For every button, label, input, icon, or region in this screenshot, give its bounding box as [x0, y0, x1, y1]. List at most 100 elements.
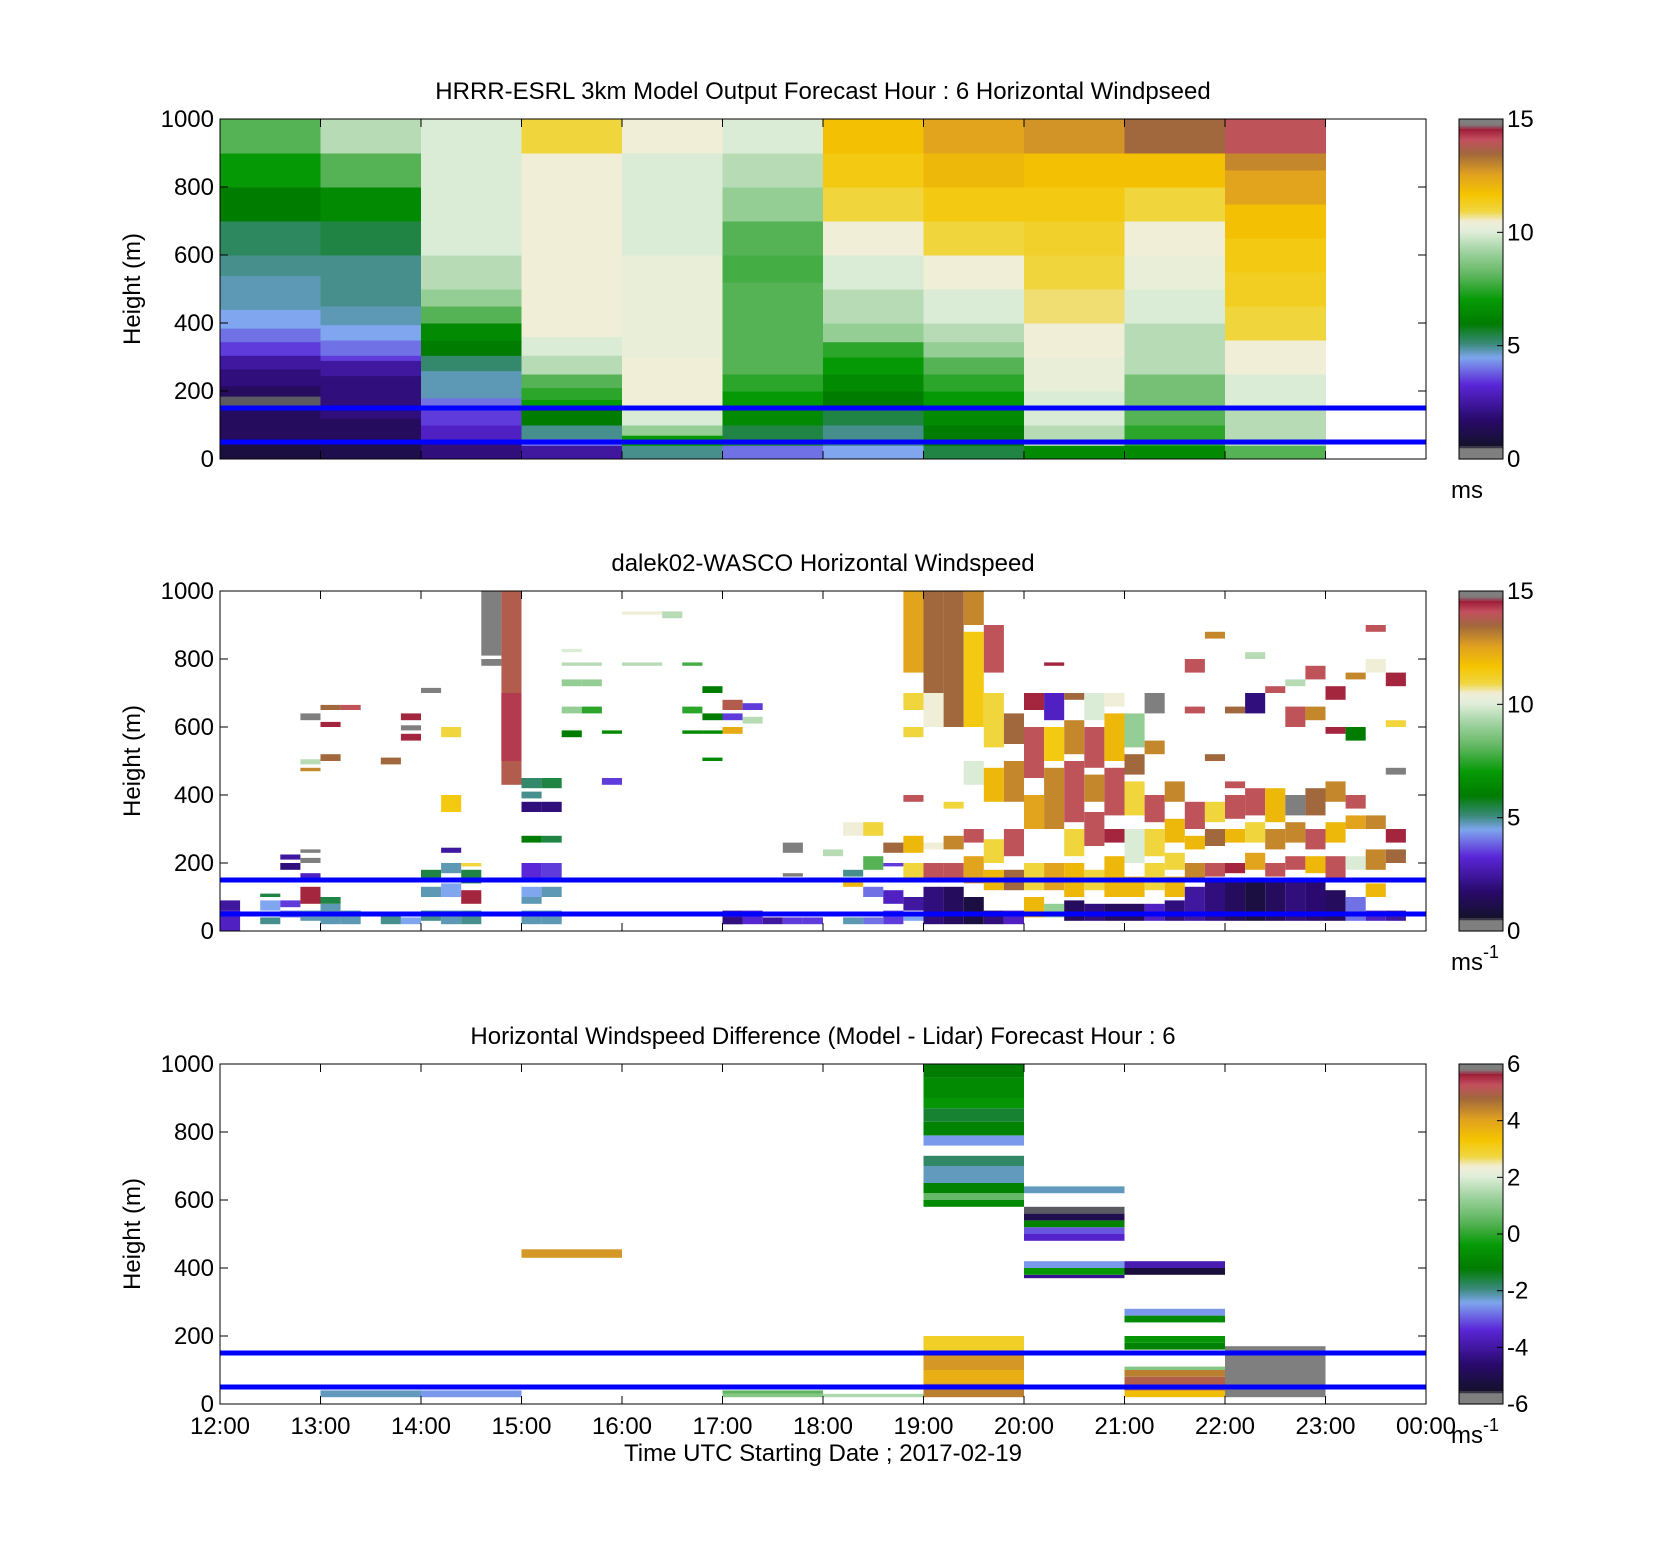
model-cell: [421, 370, 522, 399]
colorbar-segment: [1459, 1258, 1503, 1262]
y-tick-label: 800: [174, 1119, 214, 1146]
y-tick-label: 400: [174, 1255, 214, 1282]
lidar-cell: [742, 716, 763, 724]
lidar-cell: [1385, 720, 1406, 727]
model-cell: [320, 255, 422, 307]
lidar-cell: [903, 914, 924, 921]
colorbar-segment: [1459, 1095, 1503, 1099]
lidar-cell: [1084, 774, 1105, 802]
colorbar-segment: [1459, 391, 1503, 394]
colorbar-segment: [1459, 1238, 1503, 1242]
lidar-cell: [521, 801, 542, 812]
colorbar-segment: [1459, 697, 1503, 701]
model-cell: [823, 221, 924, 256]
lidar-cell: [1365, 625, 1386, 632]
colorbar-segment: [1459, 397, 1503, 401]
lidar-cell: [1204, 631, 1225, 639]
lidar-cell: [541, 778, 562, 789]
lidar-cell: [923, 886, 944, 925]
lidar-cell: [421, 869, 442, 880]
colorbar-segment: [1459, 665, 1503, 669]
colorbar-segment: [1459, 282, 1503, 286]
colorbar-segment: [1459, 751, 1503, 755]
colorbar-segment: [1459, 704, 1503, 708]
lidar-cell: [1345, 795, 1366, 809]
model-cell: [1225, 204, 1326, 239]
model-cell: [421, 442, 522, 460]
colorbar-segment: [1459, 425, 1503, 428]
colorbar-segment: [1459, 255, 1503, 258]
colorbar-segment: [1459, 357, 1503, 360]
colorbar-segment: [1459, 711, 1503, 714]
lidar-cell: [1345, 672, 1366, 680]
colorbar-segment: [1459, 148, 1503, 152]
lidar-cell: [1024, 693, 1045, 710]
colorbar-segment: [1459, 270, 1503, 274]
colorbar-segment: [1459, 631, 1503, 635]
lidar-cell: [1225, 880, 1246, 921]
model-cell: [1124, 119, 1226, 154]
colorbar-segment: [1459, 239, 1503, 242]
difference-cell: [1024, 1274, 1125, 1279]
colorbar-segment: [1459, 727, 1503, 730]
lidar-cell: [1204, 801, 1225, 823]
colorbar-segment: [1459, 652, 1503, 656]
colorbar-segment: [1459, 645, 1503, 649]
colorbar-segment: [1459, 345, 1503, 349]
lidar-cell: [702, 686, 723, 693]
lidar-cell: [1305, 880, 1326, 921]
colorbar-segment: [1459, 245, 1503, 249]
model-cell: [1225, 170, 1326, 205]
lidar-cell: [1184, 659, 1205, 673]
lidar-cell: [1124, 754, 1145, 775]
y-tick-label: 400: [174, 782, 214, 809]
lidar-cell: [722, 727, 743, 734]
colorbar-segment: [1459, 336, 1503, 340]
colorbar-segment: [1459, 1197, 1503, 1201]
colorbar-segment: [1459, 207, 1503, 211]
lidar-cell: [923, 863, 944, 880]
lidar-cell: [300, 857, 321, 863]
difference-cell: [923, 1108, 1024, 1122]
model-cell: [320, 340, 422, 356]
colorbar-segment: [1459, 1342, 1503, 1346]
colorbar-segment: [1459, 189, 1503, 193]
colorbar-segment: [1459, 406, 1503, 410]
colorbar-segment: [1459, 150, 1503, 154]
x-tick-label: 19:00: [893, 1413, 953, 1440]
colorbar-tick-label: 0: [1507, 918, 1520, 945]
lidar-cell: [260, 917, 281, 925]
colorbar-segment: [1459, 1370, 1503, 1373]
colorbar-segment: [1459, 1345, 1503, 1348]
colorbar-segment: [1459, 749, 1503, 753]
colorbar-segment: [1459, 892, 1503, 896]
colorbar-segment: [1459, 1134, 1503, 1138]
lidar-cell: [903, 727, 924, 738]
model-cell: [1124, 221, 1226, 256]
colorbar-segment: [1459, 806, 1503, 810]
colorbar-segment: [1459, 379, 1503, 383]
lidar-cell: [320, 897, 341, 904]
lidar-cell: [863, 917, 884, 925]
colorbar-segment: [1459, 304, 1503, 308]
colorbar-segment: [1459, 926, 1503, 930]
colorbar-segment: [1459, 1365, 1503, 1369]
model-cell: [521, 399, 623, 409]
colorbar-segment: [1459, 1324, 1503, 1328]
model-cell: [722, 255, 824, 283]
difference-cell: [1024, 1234, 1125, 1241]
lidar-cell: [983, 839, 1004, 863]
lidar-cell: [1225, 829, 1246, 843]
colorbar-segment: [1459, 1240, 1503, 1244]
difference-cell: [923, 1166, 1024, 1183]
colorbar-segment: [1459, 729, 1503, 733]
x-tick-label: 00:00: [1396, 1413, 1456, 1440]
colorbar-segment: [1459, 1311, 1503, 1314]
model-cell: [722, 355, 824, 375]
colorbar-segment: [1459, 1218, 1503, 1221]
lidar-cell: [601, 778, 622, 785]
lidar-cell: [1104, 693, 1125, 707]
colorbar-segment: [1459, 193, 1503, 197]
difference-cell: [923, 1077, 1024, 1098]
model-cell: [722, 282, 824, 324]
